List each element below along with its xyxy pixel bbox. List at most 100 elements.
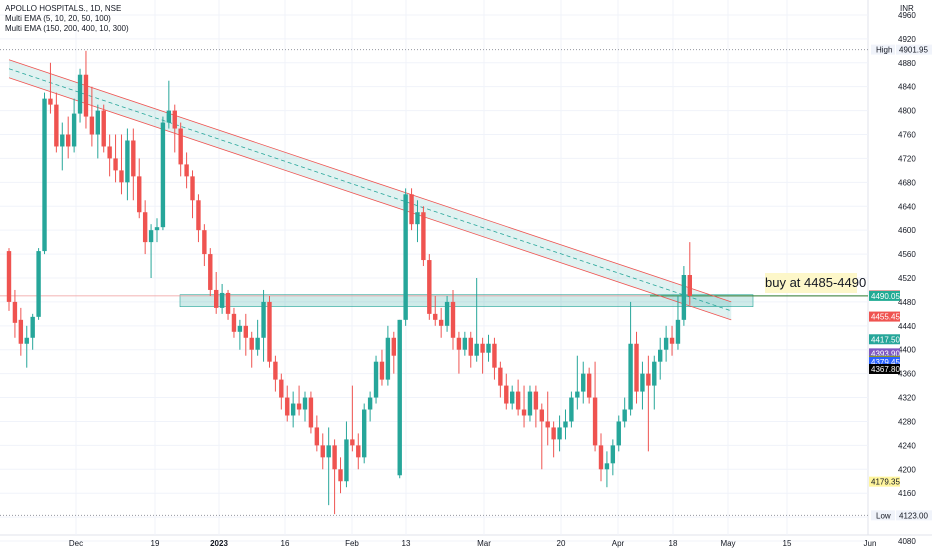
trend-upper-line: [8, 59, 732, 303]
candle-body: [113, 158, 118, 171]
y-tick-label: 4960: [898, 11, 916, 20]
candle-body: [320, 445, 325, 458]
candle-body: [66, 134, 71, 147]
candle-body: [6, 251, 12, 302]
candle-body: [362, 409, 367, 458]
candle-body: [18, 319, 24, 344]
candle-body: [60, 134, 65, 147]
price-tag-label: 4379.45: [871, 358, 900, 367]
candle-body: [24, 337, 29, 344]
y-tick-label: 4320: [898, 394, 916, 403]
candle-body: [273, 361, 278, 380]
candle-body: [178, 128, 183, 165]
candle-body: [30, 316, 35, 338]
price-tag-label: 4179.35: [871, 478, 900, 487]
candle-body: [480, 343, 485, 353]
candle-body: [148, 230, 154, 243]
candle-body: [640, 373, 645, 392]
y-tick-label: 4920: [898, 35, 916, 44]
y-tick-label: 4800: [898, 107, 916, 116]
x-tick-label: 19: [151, 539, 160, 548]
candle-body: [379, 361, 385, 380]
candle-body: [450, 301, 456, 338]
candle-body: [373, 361, 379, 398]
candle-body: [409, 194, 414, 225]
candle-body: [172, 110, 177, 129]
price-tag-label: 4455.45: [871, 313, 900, 322]
x-tick-label: 20: [557, 539, 566, 548]
candle-body: [504, 385, 509, 404]
candle-body: [569, 397, 574, 422]
y-tick-label: 4360: [898, 370, 916, 379]
x-tick-label: Dec: [69, 539, 83, 548]
x-tick-label: 15: [783, 539, 792, 548]
candle-body: [296, 403, 302, 410]
price-tag-label: 4367.80: [871, 365, 900, 374]
chart-symbol-title: APOLLO HOSPITALS., 1D, NSE: [5, 4, 122, 13]
candle-body: [290, 403, 296, 416]
candle-body: [462, 337, 468, 350]
candle-body: [456, 337, 462, 350]
price-tag-bg: [869, 363, 900, 374]
candle-body: [184, 164, 189, 177]
candle-body: [89, 116, 95, 135]
candle-body: [545, 421, 550, 428]
candle-body: [308, 397, 314, 428]
candle-body: [225, 292, 231, 314]
candle-body: [403, 194, 408, 320]
trend-lower-line: [8, 77, 732, 321]
candle-body: [166, 110, 172, 123]
candle-body: [196, 200, 201, 231]
candle-body: [71, 113, 77, 147]
price-tag-bg: [869, 348, 900, 359]
level-tag-label: Low: [876, 511, 891, 520]
candle-body: [646, 373, 651, 386]
candle-body: [551, 427, 556, 440]
candle-body: [302, 397, 308, 410]
candle-body: [12, 301, 18, 323]
price-tag-label: 4490.05: [871, 292, 900, 301]
candle-body: [202, 230, 207, 255]
y-tick-label: 4560: [898, 250, 916, 259]
y-tick-label: 4640: [898, 202, 916, 211]
candle-body: [77, 74, 83, 114]
x-tick-label: 16: [281, 539, 290, 548]
candle-body: [261, 301, 266, 338]
candle-body: [83, 74, 89, 117]
y-tick-label: 4600: [898, 226, 916, 235]
candle-body: [219, 292, 225, 308]
candle-body: [385, 337, 391, 380]
candle-body: [101, 110, 106, 147]
candle-body: [95, 110, 100, 135]
candle-body: [563, 421, 568, 428]
x-tick-label: 18: [669, 539, 678, 548]
candle-body: [521, 409, 527, 416]
candle-body: [663, 337, 669, 350]
price-tag-bg: [869, 311, 900, 322]
y-tick-label: 4160: [898, 489, 916, 498]
candle-body: [652, 361, 657, 386]
y-tick-label: 4240: [898, 441, 916, 450]
price-tag-bg: [869, 476, 900, 487]
candle-body: [498, 367, 503, 386]
candle-body: [421, 212, 426, 261]
candle-body: [42, 98, 47, 252]
price-tag-label: 4393.90: [871, 349, 900, 358]
price-tag-bg: [869, 290, 900, 301]
candle-body: [575, 391, 580, 398]
candle-body: [160, 122, 166, 228]
candle-body: [592, 397, 598, 446]
candle-body: [533, 391, 539, 410]
x-tick-label: 2023: [210, 539, 228, 548]
candle-body: [356, 445, 361, 458]
candle-body: [598, 445, 604, 470]
candle-body: [492, 343, 497, 368]
candle-body: [154, 227, 160, 231]
candle-body: [510, 391, 515, 404]
candle-body: [622, 409, 627, 422]
y-tick-label: 4400: [898, 346, 916, 355]
trend-center-line: [8, 68, 732, 312]
candle-body: [658, 349, 663, 362]
candle-body: [326, 445, 331, 458]
